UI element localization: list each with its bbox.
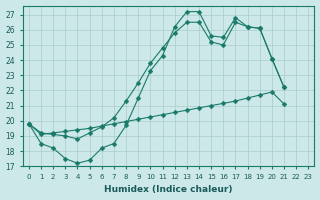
X-axis label: Humidex (Indice chaleur): Humidex (Indice chaleur) bbox=[104, 185, 233, 194]
